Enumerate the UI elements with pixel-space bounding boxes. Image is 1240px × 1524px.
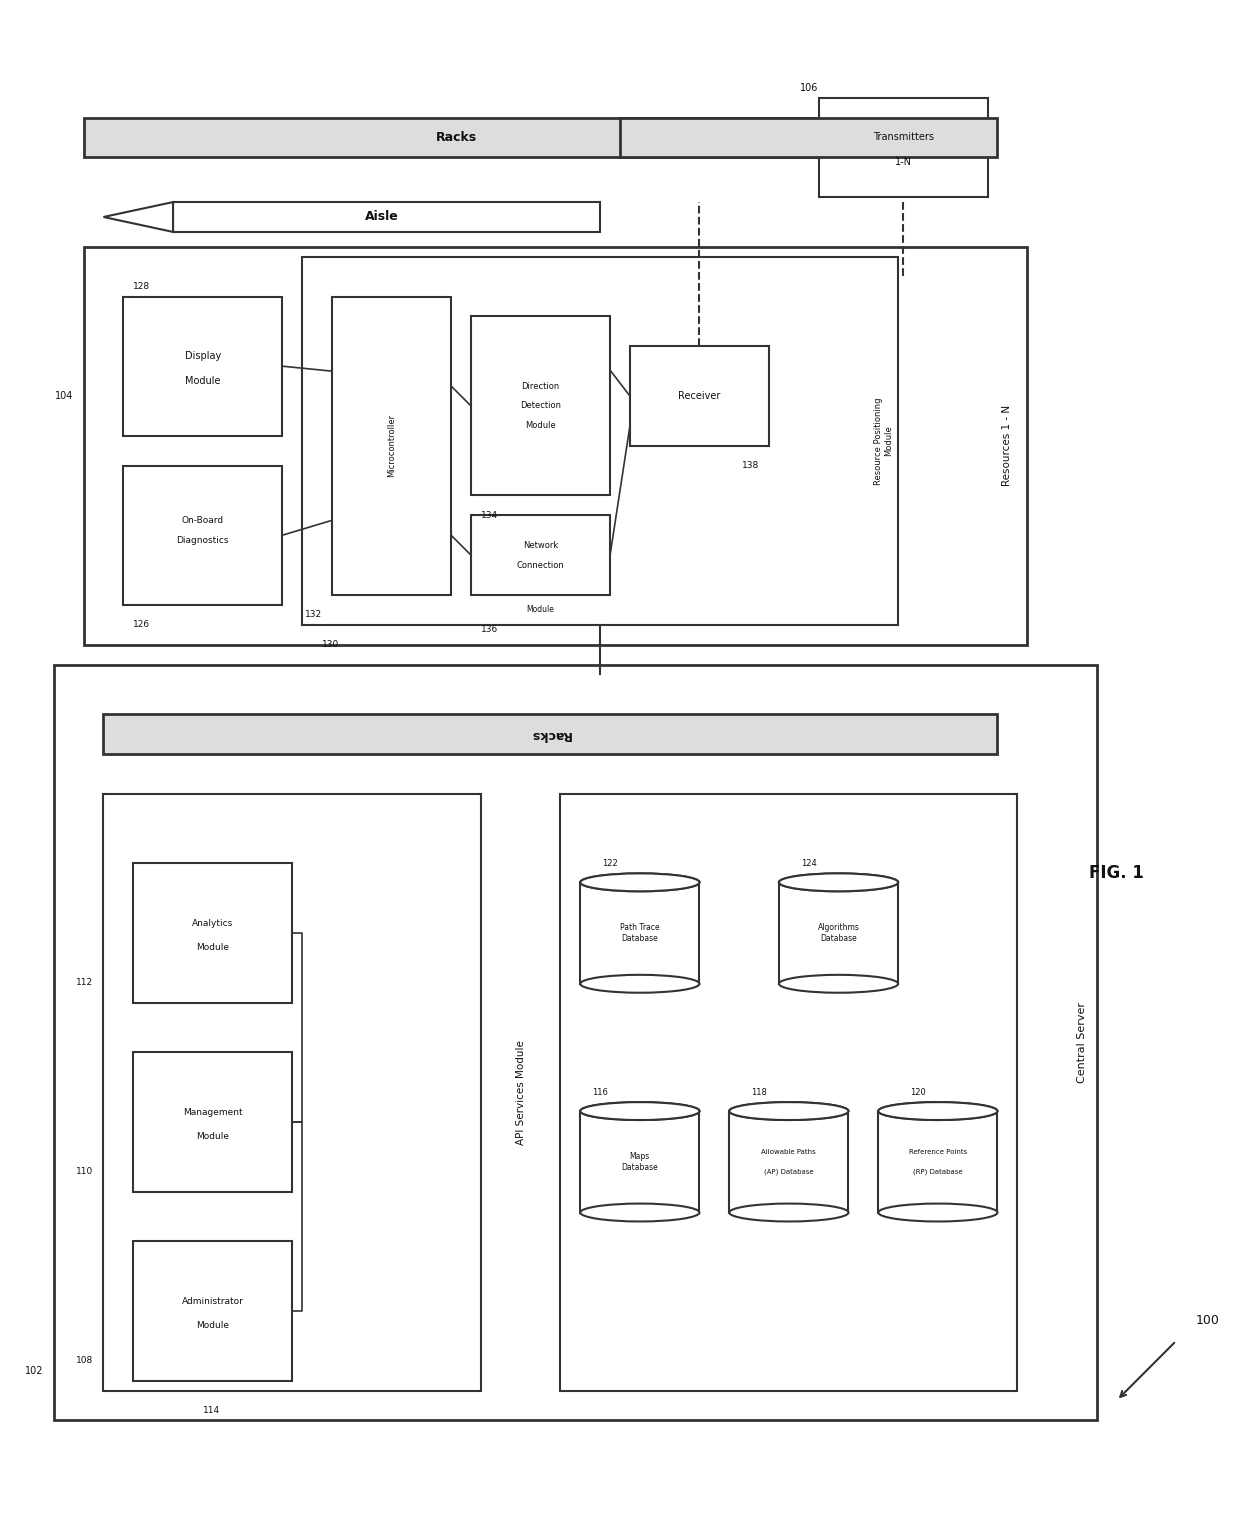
FancyBboxPatch shape	[818, 98, 987, 197]
FancyBboxPatch shape	[303, 256, 898, 625]
Bar	[580, 882, 699, 985]
Polygon shape	[103, 203, 174, 232]
Text: Resources 1 - N: Resources 1 - N	[1002, 405, 1012, 486]
Text: API Services Module: API Services Module	[516, 1039, 526, 1145]
Bar	[779, 882, 898, 985]
FancyBboxPatch shape	[560, 794, 1017, 1390]
Text: Module: Module	[526, 421, 556, 430]
Text: 120: 120	[910, 1088, 926, 1097]
Text: Resource Positioning
Module: Resource Positioning Module	[873, 398, 893, 485]
Text: 102: 102	[25, 1366, 43, 1376]
Text: Module: Module	[527, 605, 554, 614]
FancyBboxPatch shape	[174, 203, 600, 232]
Ellipse shape	[779, 873, 898, 892]
Text: Transmitters: Transmitters	[873, 133, 934, 142]
Text: 122: 122	[603, 860, 618, 869]
Text: Aisle: Aisle	[365, 210, 398, 224]
Text: 124: 124	[801, 860, 817, 869]
Text: Detection: Detection	[520, 401, 560, 410]
Text: Module: Module	[196, 943, 229, 952]
Text: (RP) Database: (RP) Database	[913, 1169, 962, 1175]
Text: 104: 104	[55, 392, 73, 401]
FancyBboxPatch shape	[103, 794, 481, 1390]
Ellipse shape	[779, 975, 898, 992]
Text: Maps
Database: Maps Database	[621, 1152, 658, 1172]
Text: Central Server: Central Server	[1076, 1001, 1087, 1084]
Text: 108: 108	[77, 1356, 93, 1366]
Text: 106: 106	[800, 82, 818, 93]
Ellipse shape	[580, 873, 699, 892]
Ellipse shape	[878, 1102, 997, 1120]
Ellipse shape	[878, 1102, 997, 1120]
Text: 128: 128	[133, 282, 150, 291]
Text: FIG. 1: FIG. 1	[1089, 864, 1145, 882]
Bar	[729, 1111, 848, 1213]
Text: Management: Management	[184, 1108, 243, 1117]
Text: Racks: Racks	[529, 727, 572, 741]
FancyBboxPatch shape	[620, 117, 997, 157]
Text: Allowable Paths: Allowable Paths	[761, 1149, 816, 1155]
FancyBboxPatch shape	[133, 1053, 293, 1192]
Ellipse shape	[729, 1204, 848, 1221]
Text: Reference Points: Reference Points	[909, 1149, 967, 1155]
Text: 100: 100	[1197, 1314, 1220, 1327]
Ellipse shape	[580, 1102, 699, 1120]
FancyBboxPatch shape	[103, 715, 997, 754]
Text: Path Trace
Database: Path Trace Database	[620, 924, 660, 943]
FancyBboxPatch shape	[133, 1242, 293, 1381]
FancyBboxPatch shape	[123, 466, 283, 605]
Text: Analytics: Analytics	[192, 919, 233, 928]
Text: Connection: Connection	[517, 561, 564, 570]
Text: 126: 126	[133, 620, 150, 629]
Text: Administrator: Administrator	[182, 1297, 244, 1306]
Text: 1-N: 1-N	[894, 157, 911, 168]
Text: Diagnostics: Diagnostics	[176, 536, 229, 544]
Ellipse shape	[580, 1102, 699, 1120]
FancyBboxPatch shape	[471, 515, 610, 594]
FancyBboxPatch shape	[133, 864, 293, 1003]
Text: Display: Display	[185, 351, 221, 361]
Text: Receiver: Receiver	[678, 392, 720, 401]
Text: Microcontroller: Microcontroller	[387, 415, 396, 477]
Text: Module: Module	[185, 376, 221, 386]
Text: Network: Network	[523, 541, 558, 550]
Text: Direction: Direction	[521, 381, 559, 390]
Ellipse shape	[580, 873, 699, 892]
FancyBboxPatch shape	[471, 317, 610, 495]
Bar	[580, 1111, 699, 1213]
Text: 132: 132	[305, 610, 322, 619]
Ellipse shape	[729, 1102, 848, 1120]
Text: Module: Module	[196, 1321, 229, 1330]
Text: 134: 134	[481, 511, 498, 520]
Bar	[878, 1111, 997, 1213]
Ellipse shape	[580, 1204, 699, 1221]
Text: 138: 138	[742, 462, 759, 469]
Text: 130: 130	[322, 640, 340, 649]
FancyBboxPatch shape	[83, 247, 1027, 645]
Text: 114: 114	[203, 1407, 219, 1414]
Text: Module: Module	[196, 1132, 229, 1141]
FancyBboxPatch shape	[123, 297, 283, 436]
FancyBboxPatch shape	[332, 297, 451, 594]
FancyBboxPatch shape	[630, 346, 769, 445]
Ellipse shape	[580, 975, 699, 992]
Text: Algorithms
Database: Algorithms Database	[817, 924, 859, 943]
FancyBboxPatch shape	[53, 664, 1096, 1420]
Text: 116: 116	[593, 1088, 608, 1097]
Text: 110: 110	[77, 1167, 93, 1177]
Text: 112: 112	[77, 978, 93, 988]
Text: Racks: Racks	[435, 131, 476, 143]
Text: 136: 136	[481, 625, 498, 634]
Text: 118: 118	[751, 1088, 768, 1097]
Text: On-Board: On-Board	[182, 515, 224, 524]
Ellipse shape	[878, 1204, 997, 1221]
Text: (AP) Database: (AP) Database	[764, 1169, 813, 1175]
FancyBboxPatch shape	[83, 117, 828, 157]
Ellipse shape	[779, 873, 898, 892]
Ellipse shape	[729, 1102, 848, 1120]
